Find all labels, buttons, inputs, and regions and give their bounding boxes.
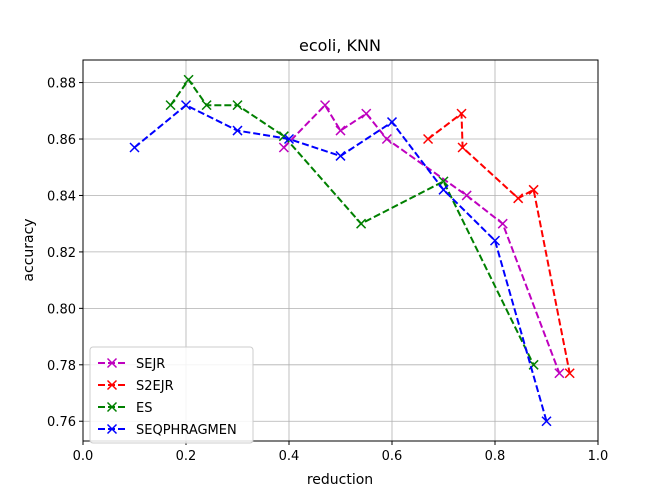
x-tick-label: 0.6 <box>382 449 403 464</box>
data-point-seqphragmen <box>335 150 346 161</box>
legend-marker <box>106 423 118 435</box>
data-point-seqphragmen <box>232 125 243 136</box>
legend-item-s2ejr: S2EJR <box>98 379 174 394</box>
y-axis-label: accuracy <box>21 218 37 281</box>
y-tick-label: 0.78 <box>47 359 76 374</box>
x-tick-label: 0.2 <box>176 449 197 464</box>
data-point-es <box>165 100 176 111</box>
y-tick-label: 0.86 <box>47 133 76 148</box>
y-tick-label: 0.82 <box>47 246 76 261</box>
y-tick-label: 0.80 <box>47 302 76 317</box>
data-point-seqphragmen <box>129 142 140 153</box>
plot-area-frame <box>82 59 599 442</box>
data-point-seqphragmen <box>489 235 501 246</box>
data-point-seqphragmen <box>541 416 552 427</box>
data-point-sejr <box>381 133 392 145</box>
x-axis-label: reduction <box>307 472 373 488</box>
data-point-es <box>183 74 194 85</box>
x-tick-label: 0.4 <box>279 449 300 464</box>
data-point-sejr <box>361 108 372 119</box>
legend-marker <box>106 379 118 391</box>
legend-item-es: ES <box>98 401 152 416</box>
data-point-s2ejr <box>513 193 524 204</box>
legend-item-seqphragmen: SEQPHRAGMEN <box>98 423 237 438</box>
legend-item-sejr: SEJR <box>98 357 165 372</box>
x-tick-label: 0.0 <box>73 449 94 464</box>
x-tick-label: 0.8 <box>485 449 506 464</box>
data-point-s2ejr <box>456 108 467 119</box>
data-point-s2ejr <box>423 133 434 145</box>
legend-label: SEQPHRAGMEN <box>136 423 237 438</box>
data-point-sejr <box>497 218 508 229</box>
legend-marker <box>106 357 118 369</box>
data-point-es <box>232 100 243 111</box>
data-point-sejr <box>554 368 565 379</box>
data-point-sejr <box>335 125 346 136</box>
legend-label: SEJR <box>136 357 165 372</box>
series-seqphragmen <box>129 100 552 427</box>
legend: SEJR S2EJR ES SEQPHRAGMEN <box>89 346 254 444</box>
ticks: 0.0 0.2 0.4 0.6 0.8 1.0 0.76 0.78 0.80 0.82 0.84 0.… <box>47 77 608 464</box>
y-tick-label: 0.88 <box>47 77 76 92</box>
x-tick-label: 1.0 <box>588 449 609 464</box>
data-point-s2ejr <box>457 142 468 153</box>
series-line-sejr <box>283 103 561 374</box>
data-point-seqphragmen <box>180 100 192 111</box>
data-point-sejr <box>278 142 289 153</box>
series-es <box>165 74 539 370</box>
data-point-s2ejr <box>564 368 575 379</box>
y-tick-label: 0.76 <box>47 415 76 430</box>
data-point-es <box>201 100 212 111</box>
data-point-sejr <box>461 190 472 201</box>
data-point-seqphragmen <box>283 133 295 145</box>
series-line-es <box>169 78 535 366</box>
data-point-es <box>356 218 367 229</box>
legend-label: ES <box>136 401 152 416</box>
data-point-seqphragmen <box>438 184 449 195</box>
y-tick-label: 0.84 <box>47 189 76 204</box>
series-s2ejr <box>423 108 575 379</box>
legend-box <box>89 346 254 444</box>
series-line-s2ejr <box>427 111 571 374</box>
series-sejr <box>278 100 565 379</box>
data-point-sejr <box>320 100 331 111</box>
chart-title: ecoli, KNN <box>299 36 381 55</box>
legend-marker <box>106 401 118 413</box>
legend-label: S2EJR <box>136 379 174 394</box>
data-point-seqphragmen <box>386 117 398 128</box>
series-layer <box>129 74 575 427</box>
data-point-s2ejr <box>528 184 539 195</box>
